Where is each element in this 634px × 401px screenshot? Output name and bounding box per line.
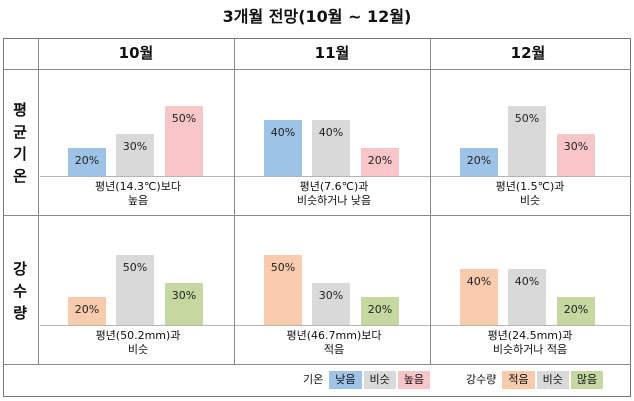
caption-line: 평년(14.3℃)보다 bbox=[95, 180, 181, 193]
legend-precip-low: 적음 bbox=[502, 371, 535, 389]
legend-divider bbox=[3, 364, 631, 365]
bar-temp-1-1: 20% bbox=[68, 148, 106, 176]
month-header-nov: 11월 bbox=[314, 44, 350, 62]
label-column-divider bbox=[38, 38, 39, 365]
cell-caption: 평년(14.3℃)보다 높음 bbox=[40, 180, 236, 208]
row-label-char: 평 bbox=[13, 101, 27, 119]
outlook-table bbox=[3, 38, 631, 397]
cell-caption: 평년(7.6℃)과 비슷하거나 낮음 bbox=[236, 180, 432, 208]
row-label-char: 균 bbox=[13, 123, 27, 141]
cell-caption: 평년(1.5℃)과 비슷 bbox=[432, 180, 628, 208]
legend-temp-similar: 비슷 bbox=[363, 371, 396, 389]
caption-line: 비슷하거나 적음 bbox=[492, 343, 568, 356]
bar-precip-3-2: 40% bbox=[508, 269, 546, 325]
caption-line: 평년(1.5℃)과 bbox=[495, 180, 565, 193]
caption-line: 적음 bbox=[323, 343, 345, 356]
legend-precipitation: 강수량 적음 비슷 많음 bbox=[466, 370, 605, 390]
caption-line: 평년(7.6℃)과 bbox=[299, 180, 369, 193]
bar-precip-2-2: 30% bbox=[312, 283, 350, 325]
legend-temperature: 기온 낮음 비슷 높음 bbox=[303, 370, 432, 390]
month-header-oct: 10월 bbox=[118, 44, 154, 62]
caption-line-precip bbox=[40, 325, 630, 326]
row-label-precipitation: 강 수 량 bbox=[5, 218, 35, 364]
caption-line: 높음 bbox=[127, 194, 149, 207]
bar-temp-2-1: 40% bbox=[264, 120, 302, 176]
month-divider-2 bbox=[430, 38, 431, 365]
bar-precip-1-3: 30% bbox=[165, 283, 203, 325]
bar-temp-2-2: 40% bbox=[312, 120, 350, 176]
bar-temp-3-1: 20% bbox=[460, 148, 498, 176]
row-label-char: 량 bbox=[13, 304, 27, 322]
cell-caption: 평년(24.5mm)과 비슷하거나 적음 bbox=[432, 329, 628, 357]
bar-precip-3-1: 40% bbox=[460, 269, 498, 325]
caption-line: 평년(50.2mm)과 bbox=[95, 329, 181, 342]
month-header-dec: 12월 bbox=[510, 44, 546, 62]
row-label-char: 기 bbox=[13, 145, 27, 163]
caption-line: 비슷 bbox=[519, 194, 541, 207]
bar-temp-1-2: 30% bbox=[116, 134, 154, 176]
bar-precip-2-3: 20% bbox=[361, 297, 399, 325]
row-label-char: 수 bbox=[13, 282, 27, 300]
bar-precip-1-1: 20% bbox=[68, 297, 106, 325]
row-label-char: 온 bbox=[13, 167, 27, 185]
caption-line: 비슷 bbox=[127, 343, 149, 356]
legend-precip-title: 강수량 bbox=[466, 373, 497, 386]
caption-line: 평년(46.7mm)보다 bbox=[286, 329, 382, 342]
caption-line-temp bbox=[40, 176, 630, 177]
bar-precip-2-1: 50% bbox=[264, 255, 302, 325]
bar-precip-3-3: 20% bbox=[557, 297, 595, 325]
row-label-char: 강 bbox=[13, 260, 27, 278]
row-label-temperature: 평 균 기 온 bbox=[5, 72, 35, 214]
bar-temp-1-3: 50% bbox=[165, 106, 203, 176]
bar-temp-3-3: 30% bbox=[557, 134, 595, 176]
chart-title: 3개월 전망(10월 ~ 12월) bbox=[222, 7, 412, 26]
caption-line: 평년(24.5mm)과 bbox=[487, 329, 573, 342]
legend-temp-low: 낮음 bbox=[329, 371, 362, 389]
legend-precip-similar: 비슷 bbox=[536, 371, 569, 389]
header-divider bbox=[3, 69, 631, 70]
row-divider bbox=[3, 215, 631, 216]
cell-caption: 평년(50.2mm)과 비슷 bbox=[40, 329, 236, 357]
legend-precip-high: 많음 bbox=[570, 371, 604, 389]
bar-precip-1-2: 50% bbox=[116, 255, 154, 325]
cell-caption: 평년(46.7mm)보다 적음 bbox=[236, 329, 432, 357]
legend-temp-high: 높음 bbox=[397, 371, 430, 389]
bar-temp-3-2: 50% bbox=[508, 106, 546, 176]
month-divider-1 bbox=[234, 38, 235, 365]
bar-temp-2-3: 20% bbox=[361, 148, 399, 176]
legend-temp-title: 기온 bbox=[303, 373, 324, 386]
caption-line: 비슷하거나 낮음 bbox=[296, 194, 372, 207]
